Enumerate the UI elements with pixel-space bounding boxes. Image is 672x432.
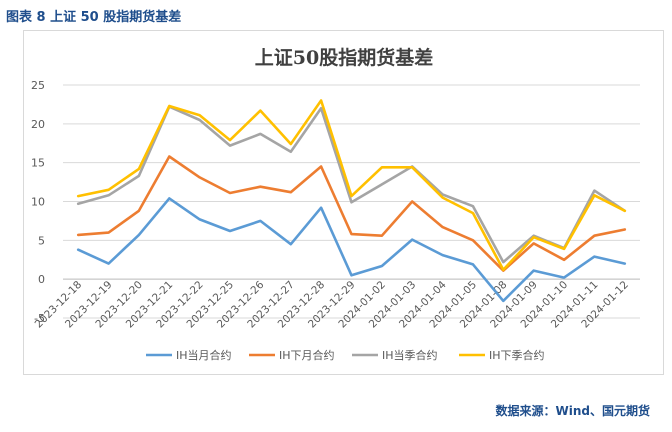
series-line-1 [76, 197, 627, 303]
figure-caption: 图表 8 上证 50 股指期货基差 [6, 10, 182, 25]
legend-label-1: IH当月合约 [176, 348, 232, 362]
series-line-2 [76, 155, 627, 272]
series-line-3 [76, 105, 627, 264]
legend-label-2: IH下月合约 [279, 348, 335, 362]
data-source: 数据来源：Wind、国元期货 [495, 404, 650, 418]
y-tick-label: 0 [38, 273, 45, 286]
y-tick-label: 15 [31, 157, 45, 170]
y-tick-label: 20 [31, 118, 45, 131]
y-tick-label: 5 [38, 234, 45, 247]
legend-label-3: IH当季合约 [382, 348, 438, 362]
y-tick-label: 10 [31, 196, 45, 209]
series-line-4 [76, 99, 627, 272]
y-tick-label: -5 [34, 312, 45, 325]
chart-title: 上证50股指期货基差 [255, 46, 433, 69]
legend-label-4: IH下季合约 [489, 348, 545, 362]
y-tick-label: 25 [31, 79, 45, 92]
